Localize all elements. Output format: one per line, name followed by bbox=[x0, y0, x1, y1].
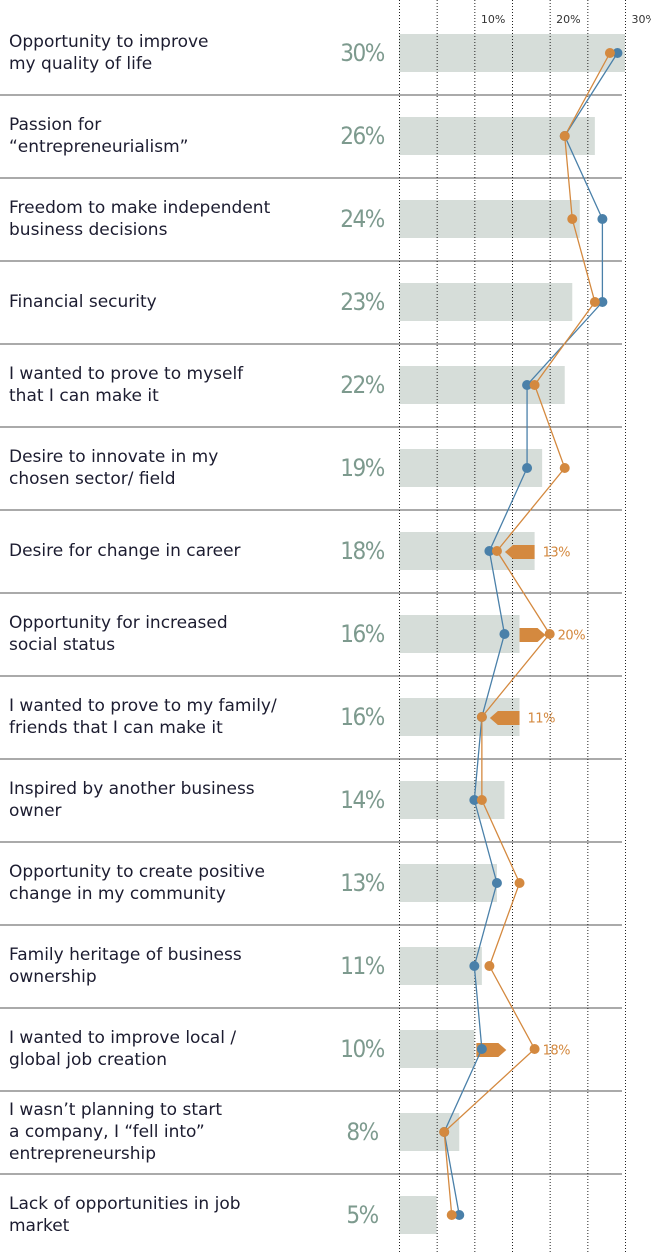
category-label: Opportunity to create positive change in … bbox=[9, 862, 265, 904]
category-label: Financial security bbox=[9, 292, 157, 312]
bar bbox=[399, 781, 505, 819]
x-tick-label: 20% bbox=[556, 13, 580, 26]
series-point bbox=[491, 546, 502, 556]
annotation-label: 18% bbox=[543, 1044, 571, 1059]
series-point bbox=[499, 629, 510, 639]
x-tick-label: 10% bbox=[481, 13, 505, 26]
series-point bbox=[612, 48, 623, 58]
value-label: 16% bbox=[340, 620, 384, 648]
value-label: 5% bbox=[346, 1201, 378, 1229]
value-label: 11% bbox=[340, 952, 384, 980]
bar bbox=[399, 864, 497, 902]
value-label: 13% bbox=[340, 869, 384, 897]
category-label: Desire for change in career bbox=[9, 541, 241, 561]
bar bbox=[399, 1030, 475, 1068]
category-label: I wanted to prove to my family/friends t… bbox=[9, 696, 277, 738]
value-label: 26% bbox=[340, 122, 384, 150]
series-point bbox=[589, 297, 600, 307]
series-point bbox=[559, 463, 570, 473]
series-point bbox=[469, 961, 480, 971]
bar bbox=[399, 449, 543, 487]
bar bbox=[399, 34, 625, 72]
bar bbox=[399, 615, 520, 653]
category-label: Family heritage of business ownership bbox=[9, 945, 242, 987]
category-label: I wanted to improve local / global job cr… bbox=[9, 1028, 236, 1070]
category-label: Desire to innovate in my chosen sector/ f… bbox=[9, 447, 218, 489]
value-label: 30% bbox=[340, 39, 384, 67]
value-label: 14% bbox=[340, 786, 384, 814]
annotation-label: 20% bbox=[558, 629, 586, 644]
series-point bbox=[529, 380, 540, 390]
annotation-label: 11% bbox=[528, 712, 556, 727]
bar bbox=[399, 283, 573, 321]
annotation-arrow bbox=[504, 545, 535, 559]
value-label: 16% bbox=[340, 703, 384, 731]
series-point bbox=[476, 795, 487, 805]
series-point bbox=[469, 795, 480, 805]
value-label: 22% bbox=[340, 371, 384, 399]
annotation-arrow bbox=[489, 711, 520, 725]
value-label: 23% bbox=[340, 288, 384, 316]
series-point bbox=[439, 1127, 450, 1137]
series-point bbox=[559, 131, 570, 141]
annotation-arrow bbox=[519, 628, 546, 642]
value-label: 10% bbox=[340, 1035, 384, 1063]
x-tick-label: 30% bbox=[632, 13, 651, 26]
category-label: I wanted to prove to myself that I can ma… bbox=[9, 364, 244, 406]
bar bbox=[399, 200, 580, 238]
bar bbox=[399, 1113, 460, 1151]
category-label: Opportunity for increased social status bbox=[9, 613, 228, 655]
value-label: 18% bbox=[340, 537, 384, 565]
category-label: Freedom to make independent business deci… bbox=[9, 198, 271, 240]
value-label: 24% bbox=[340, 205, 384, 233]
series-point bbox=[514, 878, 525, 888]
series-point bbox=[597, 214, 608, 224]
series-point bbox=[522, 380, 533, 390]
bar bbox=[399, 947, 482, 985]
series-point bbox=[484, 961, 495, 971]
category-label: Opportunity to improve my quality of life bbox=[9, 32, 209, 74]
series-point bbox=[604, 48, 615, 58]
series-point bbox=[446, 1210, 457, 1220]
series-point bbox=[522, 463, 533, 473]
value-label: 8% bbox=[346, 1118, 378, 1146]
series-point bbox=[567, 214, 578, 224]
series-point bbox=[544, 629, 555, 639]
series-point bbox=[529, 1044, 540, 1054]
series-point bbox=[476, 712, 487, 722]
series-point bbox=[454, 1210, 465, 1220]
annotation-label: 13% bbox=[543, 546, 571, 561]
category-label: Lack of opportunities in job market bbox=[9, 1194, 241, 1236]
category-label: Inspired by another business owner bbox=[9, 779, 255, 821]
bar bbox=[399, 1196, 437, 1234]
series-point bbox=[597, 297, 608, 307]
category-label: Passion for “entrepreneurialism” bbox=[9, 115, 188, 157]
series-point bbox=[484, 546, 495, 556]
series-point bbox=[491, 878, 502, 888]
series-point bbox=[476, 1044, 487, 1054]
category-label: I wasn’t planning to start a company, I “… bbox=[9, 1100, 222, 1164]
value-label: 19% bbox=[340, 454, 384, 482]
